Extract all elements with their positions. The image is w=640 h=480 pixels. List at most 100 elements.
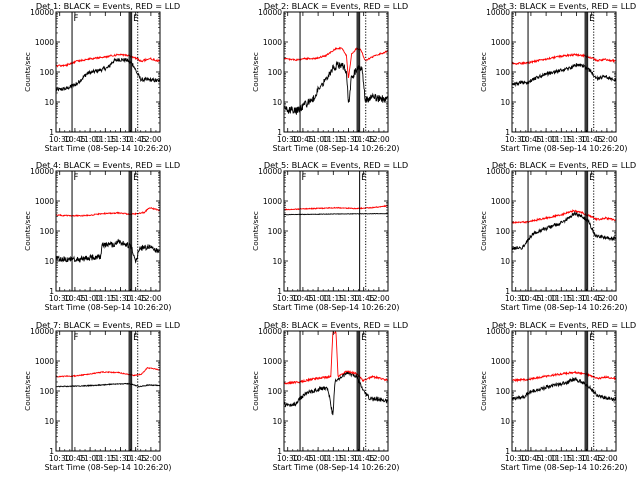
- panel-title: Det 1: BLACK = Events, RED = LLD: [36, 1, 180, 11]
- x-tick-label: 10:45: [520, 135, 542, 144]
- x-tick-label: 11:00: [79, 294, 101, 303]
- y-tick-label: 1000: [491, 197, 510, 206]
- x-tick-label: 11:30: [110, 454, 132, 463]
- x-axis-label: Start Time (08-Sep-14 10:26:20): [273, 463, 400, 472]
- plot-data: [512, 52, 616, 88]
- x-tick-label: 11:30: [566, 294, 588, 303]
- x-tick-label: 11:15: [322, 135, 344, 144]
- y-tick-label: 10: [272, 257, 282, 266]
- y-tick-label: 10000: [486, 167, 510, 176]
- time-marker-label: F: [74, 14, 79, 24]
- plot-data: [56, 206, 160, 264]
- events-series-line: [284, 370, 388, 416]
- panel-det-3: Det 3: BLACK = Events, RED = LLD E 1 10 100 1…: [479, 1, 636, 153]
- y-tick-label: 10000: [30, 167, 54, 176]
- events-series-line: [512, 211, 616, 250]
- x-tick-label: 11:15: [94, 294, 116, 303]
- time-marker-label: E: [361, 333, 366, 343]
- y-tick-label: 100: [268, 227, 283, 236]
- x-tick-label: 11:00: [535, 135, 557, 144]
- lld-series-line: [512, 208, 616, 225]
- time-marker-label: E: [589, 333, 594, 343]
- x-tick-label: 11:15: [550, 294, 572, 303]
- x-tick-label: 11:00: [307, 454, 329, 463]
- x-tick-label: 11:30: [338, 135, 360, 144]
- y-tick-label: 1: [49, 287, 54, 296]
- panel-title: Det 5: BLACK = Events, RED = LLD: [264, 160, 408, 170]
- plot-data: [284, 331, 388, 416]
- x-tick-label: 10:30: [49, 454, 71, 463]
- x-tick-label: 11:15: [322, 294, 344, 303]
- y-tick-label: 10: [272, 417, 282, 426]
- events-series-line: [56, 382, 160, 388]
- y-tick-label: 100: [40, 387, 55, 396]
- y-tick-label: 1: [505, 447, 510, 456]
- time-marker-label: F: [74, 333, 79, 343]
- x-tick-label: 11:45: [125, 294, 147, 303]
- x-tick-label: 11:45: [125, 135, 147, 144]
- y-tick-label: 1: [505, 287, 510, 296]
- x-tick-label: 11:30: [110, 135, 132, 144]
- x-tick-label: 10:30: [505, 294, 527, 303]
- x-axis-label: Start Time (08-Sep-14 10:26:20): [501, 144, 628, 153]
- x-tick-label: 11:00: [307, 294, 329, 303]
- panel-title: Det 6: BLACK = Events, RED = LLD: [492, 160, 636, 170]
- y-tick-label: 1: [277, 128, 282, 137]
- x-tick-label: 11:15: [94, 135, 116, 144]
- lld-series-line: [284, 204, 388, 211]
- time-marker-label: F: [302, 173, 307, 183]
- x-tick-label: 11:45: [125, 454, 147, 463]
- panel-det-9: Det 9: BLACK = Events, RED = LLD E 1 10 100 1…: [479, 320, 636, 472]
- y-tick-label: 1: [277, 447, 282, 456]
- y-axis-label: Counts/sec: [23, 211, 32, 251]
- x-tick-label: 11:45: [581, 294, 603, 303]
- x-tick-label: 10:45: [520, 454, 542, 463]
- x-tick-label: 11:15: [550, 454, 572, 463]
- y-axis-label: Counts/sec: [479, 211, 488, 251]
- time-marker-label: E: [589, 14, 594, 24]
- panel-det-1: Det 1: BLACK = Events, RED = LLD F E 1 10 100…: [23, 1, 180, 153]
- x-tick-label: 11:15: [322, 454, 344, 463]
- x-tick-label: 12:00: [140, 294, 162, 303]
- y-tick-label: 100: [496, 68, 511, 77]
- events-series-line: [284, 212, 388, 216]
- y-tick-label: 10: [44, 98, 54, 107]
- x-axis-label: Start Time (08-Sep-14 10:26:20): [273, 303, 400, 312]
- y-tick-label: 100: [40, 68, 55, 77]
- x-tick-label: 11:30: [566, 454, 588, 463]
- panel-det-8: Det 8: BLACK = Events, RED = LLD E 1 10 100 1…: [251, 320, 408, 472]
- y-tick-label: 1000: [263, 357, 282, 366]
- y-tick-label: 1000: [263, 38, 282, 47]
- x-tick-label: 10:45: [292, 294, 314, 303]
- x-axis-label: Start Time (08-Sep-14 10:26:20): [501, 463, 628, 472]
- panel-title: Det 2: BLACK = Events, RED = LLD: [264, 1, 408, 11]
- y-tick-label: 10: [500, 98, 510, 107]
- y-axis-label: Counts/sec: [251, 371, 260, 411]
- y-axis-label: Counts/sec: [479, 52, 488, 92]
- x-tick-label: 12:00: [596, 135, 618, 144]
- x-tick-label: 12:00: [596, 294, 618, 303]
- x-tick-label: 10:30: [277, 135, 299, 144]
- plot-data: [284, 46, 388, 115]
- events-series-line: [56, 57, 160, 93]
- panel-det-2: Det 2: BLACK = Events, RED = LLD 1 10 100 10…: [251, 1, 408, 153]
- panel-title: Det 7: BLACK = Events, RED = LLD: [36, 320, 180, 330]
- y-tick-label: 1: [49, 128, 54, 137]
- y-tick-label: 10: [500, 257, 510, 266]
- y-tick-label: 10000: [258, 8, 282, 17]
- plot-data: [56, 53, 160, 93]
- panel-det-6: Det 6: BLACK = Events, RED = LLD E 1 10 100 1…: [479, 160, 636, 312]
- plot-data: [512, 208, 616, 250]
- x-tick-label: 11:30: [338, 294, 360, 303]
- y-axis-label: Counts/sec: [479, 371, 488, 411]
- y-tick-label: 100: [496, 387, 511, 396]
- lld-series-line: [512, 52, 616, 66]
- y-tick-label: 1000: [491, 38, 510, 47]
- y-tick-label: 1000: [35, 357, 54, 366]
- x-tick-label: 11:15: [550, 135, 572, 144]
- time-marker-label: E: [361, 173, 366, 183]
- y-axis-label: Counts/sec: [251, 52, 260, 92]
- x-tick-label: 10:30: [49, 294, 71, 303]
- x-tick-label: 12:00: [140, 454, 162, 463]
